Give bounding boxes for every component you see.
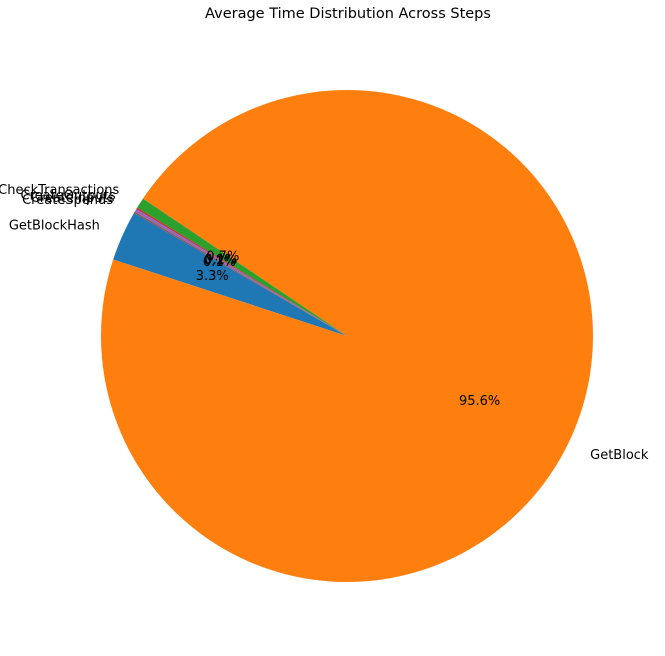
- chart-title: Average Time Distribution Across Steps: [205, 6, 491, 22]
- pie-slice-createinputs: [134, 209, 347, 336]
- slice-label-getblockhash: GetBlockHash: [9, 219, 100, 234]
- slice-label-createspends: CreateSpends: [22, 193, 113, 208]
- slice-label-createinputs: CreateInputs: [31, 191, 115, 206]
- slice-label-getblock: GetBlock: [590, 448, 649, 463]
- pie-slice-checktransactions: [137, 198, 347, 336]
- slice-pct-createoutputs: 0.1%: [204, 252, 237, 267]
- pie-slice-createspends: [133, 211, 347, 336]
- pie-slice-getblockhash: [113, 213, 347, 336]
- pie-slices: [100, 89, 593, 582]
- pie-slice-getblock: [100, 89, 593, 582]
- slice-pct-createinputs: 0.2%: [204, 254, 237, 269]
- slice-pct-createspends: 0.1%: [203, 255, 236, 270]
- pie-slice-createoutputs: [136, 207, 347, 336]
- slice-pct-getblock: 95.6%: [459, 394, 500, 409]
- slice-pct-checktransactions: 0.7%: [206, 249, 239, 264]
- slice-pct-getblockhash: 3.3%: [196, 269, 229, 284]
- slice-label-createoutputs: CreateOutputs: [21, 189, 116, 204]
- slice-label-checktransactions: CheckTransactions: [0, 183, 120, 198]
- pie-labels: GetBlockHash 3.3% GetBlock 95.6% CheckTransa…: [0, 183, 649, 463]
